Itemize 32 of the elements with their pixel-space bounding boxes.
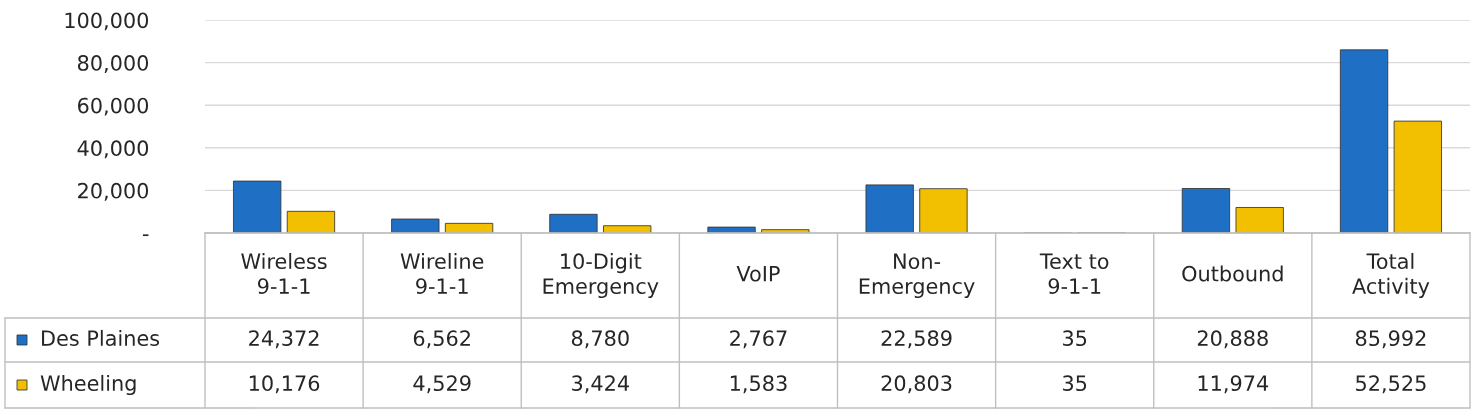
x-tick-label: Text to 9-1-1 [1039, 253, 1109, 294]
data-label: 6,562 [413, 330, 470, 349]
x-tick-label: Wireless 9-1-1 [241, 252, 327, 294]
data-label: 11,974 [1198, 375, 1269, 394]
data-label: 22,589 [881, 330, 952, 349]
x-tick-label: Total Activity [1352, 252, 1430, 299]
data-label: 20,888 [1197, 330, 1268, 349]
data-label: 8,780 [571, 330, 629, 349]
y-tick-label: 100,000 [65, 12, 149, 31]
data-label: 3,424 [572, 375, 629, 394]
data-label: 20,803 [881, 375, 952, 394]
x-tick-label: Non- Emergency [859, 253, 975, 299]
y-tick-label: 40,000 [77, 140, 149, 159]
data-label: 35 [1063, 330, 1087, 347]
y-tick-label: - [142, 234, 149, 237]
data-label: 35 [1063, 375, 1087, 392]
x-tick-label: Outbound [1182, 265, 1283, 282]
y-tick-label: 20,000 [78, 182, 149, 201]
data-label: 2,767 [730, 330, 787, 349]
data-label: 52,525 [1356, 375, 1426, 394]
data-label: 24,372 [249, 330, 319, 349]
y-tick-label: 60,000 [78, 97, 149, 116]
data-label: 1,583 [730, 375, 787, 394]
data-label: 10,176 [249, 375, 320, 394]
data-label: 85,992 [1355, 330, 1426, 349]
y-tick-label: 80,000 [77, 55, 149, 73]
legend-label: Des Plaines [42, 329, 160, 347]
legend-label: Wheeling [40, 374, 136, 396]
x-tick-label: Wireline 9-1-1 [400, 252, 484, 294]
data-label: 4,529 [413, 375, 471, 394]
x-tick-label: VoIP [736, 266, 780, 282]
x-tick-label: 10-Digit Emergency [543, 252, 659, 299]
